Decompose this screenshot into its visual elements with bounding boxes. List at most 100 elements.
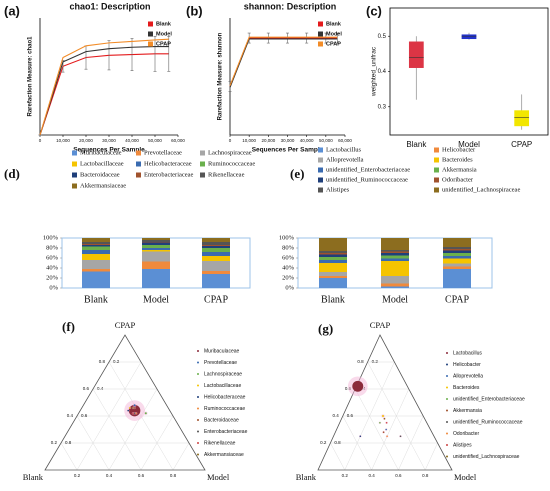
tick-label: 0.6	[81, 413, 88, 418]
legend-label: Enterobacteriaceae	[144, 171, 194, 178]
bar-segment	[319, 278, 347, 288]
bar-segment	[202, 245, 230, 246]
legend-swatch	[72, 161, 77, 167]
legend-label: unidentified_Enterobacteriaceae	[453, 396, 525, 402]
legend-label: Prevotellaceae	[144, 149, 182, 156]
y-tick-label: 40%	[282, 264, 295, 271]
legend-label: Akkermansiaceae	[204, 452, 244, 458]
legend-swatch	[434, 157, 439, 163]
y-axis-label: weighted_unifrac	[371, 46, 378, 97]
tick-label: 0.4	[333, 413, 340, 418]
legend-marker	[446, 432, 448, 435]
bar-segment	[202, 248, 230, 252]
y-tick-label: 100%	[279, 234, 295, 241]
legend-swatch	[318, 157, 323, 163]
x-tick-label: 50,000	[319, 138, 333, 143]
grid-line	[92, 388, 142, 471]
legend-label: Bacteroides	[442, 156, 473, 163]
x-tick-label: CPAP	[204, 294, 229, 305]
bar-segment	[82, 242, 110, 244]
legend-marker	[197, 442, 199, 444]
legend-marker	[197, 396, 199, 398]
legend-swatch	[136, 161, 141, 167]
point	[359, 435, 362, 438]
tick-label: 0.8	[334, 440, 341, 445]
legend-marker	[197, 430, 199, 433]
legend-swatch	[148, 41, 153, 47]
legend-swatch	[434, 147, 439, 153]
legend-label: Lactobacillus	[453, 350, 482, 356]
point	[382, 431, 385, 434]
grid-line	[140, 415, 174, 471]
bar-segment	[82, 269, 110, 272]
bar-segment	[443, 256, 471, 259]
legend-label: Rikenellaceae	[208, 171, 245, 178]
x-tick-label: Model	[143, 294, 169, 305]
y-tick-label: 0%	[285, 284, 294, 291]
bar-segment	[142, 240, 170, 242]
bar-segment	[202, 242, 230, 245]
legend-swatch	[200, 150, 205, 156]
bar-segment	[202, 274, 230, 288]
bar-segment	[82, 245, 110, 247]
legend-marker	[446, 421, 448, 423]
bar-segment	[319, 272, 347, 276]
y-axis-label: Rarefaction Measure: shannon	[218, 32, 224, 120]
vertex-label: Model	[207, 472, 230, 482]
legend-swatch	[318, 41, 323, 47]
legend-label: unidentified_Enterobacteriaceae	[326, 166, 410, 173]
bar-segment	[381, 238, 409, 250]
legend-swatch	[318, 21, 323, 27]
x-tick-label: Blank	[321, 294, 345, 305]
series-line	[39, 38, 169, 136]
bar-segment	[202, 238, 230, 242]
point	[386, 435, 388, 438]
legend-label: Lactobacillaceae	[204, 383, 241, 389]
y-tick-label: 20%	[46, 274, 59, 281]
point	[385, 428, 387, 431]
bar-segment	[142, 261, 170, 269]
point	[385, 421, 388, 424]
series-line	[229, 38, 338, 88]
bar-segment	[82, 254, 110, 260]
tick-label: 0.8	[65, 440, 72, 445]
legend-marker	[446, 409, 448, 412]
legend-label: Lactobacillaceae	[80, 160, 124, 167]
tick-label: 0.6	[138, 473, 145, 478]
legend-swatch	[318, 167, 323, 173]
legend-swatch	[434, 167, 439, 173]
bar-segment	[443, 253, 471, 256]
legend-label: Helicobacteraceae	[204, 394, 246, 400]
legend-label: Akkermansia	[442, 166, 477, 173]
legend-label: Model	[326, 31, 342, 37]
legend-label: Helicobacter	[453, 362, 481, 368]
legend-swatch	[148, 31, 153, 37]
x-tick-label: Blank	[406, 140, 427, 149]
x-axis-label: Sequences Per Sample	[252, 147, 324, 154]
legend-marker	[446, 455, 448, 458]
y-tick-label: 0%	[49, 284, 58, 291]
point	[352, 380, 364, 392]
grid-line	[398, 415, 424, 471]
x-tick-label: Model	[458, 140, 480, 149]
y-tick-label: 100%	[43, 234, 59, 241]
bar-segment	[443, 266, 471, 269]
bar-segment	[82, 246, 110, 250]
x-tick-label: 60,000	[338, 138, 352, 143]
tick-label: 0.2	[342, 473, 349, 478]
legend-label: Lactobacillus	[326, 146, 361, 153]
grid-line	[354, 388, 399, 471]
bar-segment	[202, 246, 230, 248]
x-tick-label: 30,000	[281, 138, 295, 143]
bar-segment	[319, 257, 347, 260]
bar-segment	[443, 247, 471, 249]
grid-line	[342, 415, 372, 471]
legend-label: Akkermansia	[453, 408, 482, 414]
legend-label: Ruminococcaceae	[208, 160, 255, 167]
bar-segment	[82, 250, 110, 254]
legend-label: Muribaculaceae	[204, 348, 240, 354]
vertex-label: Blank	[296, 472, 317, 482]
bar-segment	[381, 253, 409, 256]
tick-label: 0.4	[106, 473, 113, 478]
